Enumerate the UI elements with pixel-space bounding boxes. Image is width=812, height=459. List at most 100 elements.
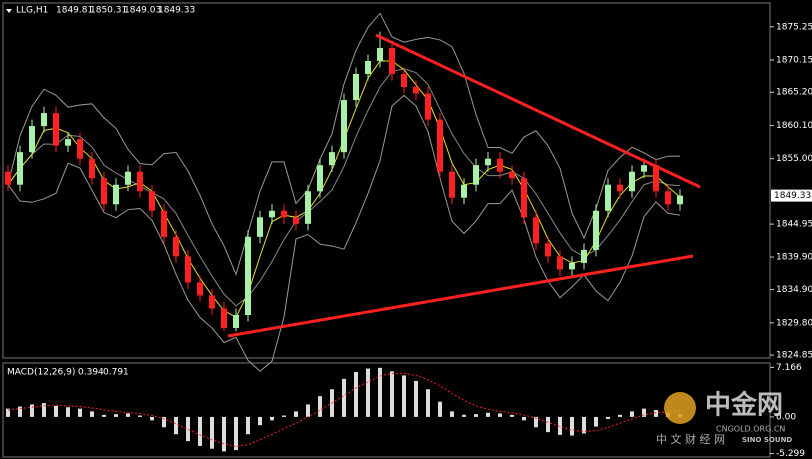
macd-bar (150, 416, 154, 421)
macd-bar (438, 401, 442, 417)
candle-body (593, 210, 599, 250)
macd-bar (582, 416, 586, 434)
macd-bar (486, 412, 490, 417)
macd-main: 0.394 (78, 368, 104, 378)
candle-body (425, 93, 431, 120)
macd-bar (474, 414, 478, 417)
candle-body (137, 171, 143, 192)
ohlc-low: 1849.03 (124, 6, 161, 16)
candle-body (617, 184, 623, 192)
macd-bar (378, 367, 382, 417)
candle-body (197, 282, 203, 296)
macd-bar (546, 416, 550, 433)
macd-bar (174, 416, 178, 435)
y-tick-label: 1870.15 (776, 55, 812, 65)
candle-body (641, 165, 647, 172)
macd-y-tick-label: 0.00 (776, 412, 796, 422)
macd-bar (354, 371, 358, 417)
macd-bar (558, 416, 562, 435)
candle-body (509, 171, 515, 179)
candle-body (101, 178, 107, 205)
macd-bar (102, 414, 106, 417)
y-tick-label: 1875.25 (776, 22, 812, 32)
candle-body (233, 315, 239, 329)
macd-bar (426, 389, 430, 417)
macd-bar (6, 408, 10, 417)
macd-bar (462, 414, 466, 417)
macd-bar (306, 404, 310, 417)
macd-bar (630, 411, 634, 417)
macd-bar (198, 416, 202, 446)
macd-bar (210, 416, 214, 449)
macd-bar (138, 415, 142, 417)
logo-domain: CNGOLD.ORG.CN (716, 425, 785, 434)
candle-body (89, 158, 95, 179)
candle-body (377, 47, 383, 61)
ohlc-open: 1849.81 (56, 6, 93, 16)
macd-bar (234, 416, 238, 451)
macd-bar (366, 368, 370, 417)
macd-bar (222, 416, 226, 452)
bollinger-middle (7, 68, 681, 307)
candle-body (269, 210, 275, 218)
watermark: 中金网 CNGOLD.ORG.CN 中 文 财 经 网 SINO SOUND (656, 390, 792, 447)
candle-body (401, 74, 407, 88)
candle-body (545, 243, 551, 257)
y-tick-label: 1860.10 (776, 121, 812, 131)
menu-icon (6, 9, 12, 13)
last-price-label: 1849.33 (774, 191, 811, 201)
candle-body (389, 47, 395, 74)
macd-bar (18, 406, 22, 417)
macd-bar (78, 408, 82, 417)
candle-body (149, 191, 155, 211)
macd-bar (258, 416, 262, 426)
macd-bar (270, 416, 274, 421)
y-tick-label: 1839.90 (776, 253, 812, 263)
y-tick-label: 1855.00 (776, 154, 812, 164)
candle-body (437, 119, 443, 172)
logo-partner: SINO SOUND (742, 436, 792, 444)
symbol: LLG,H1 (16, 6, 48, 16)
macd-bar (510, 414, 514, 417)
macd-bar (606, 416, 610, 419)
candle-body (473, 165, 479, 185)
y-tick-label: 1865.20 (776, 88, 812, 98)
candle-body (305, 191, 311, 224)
logo-tagline: 中 文 财 经 网 (656, 432, 725, 446)
macd-bar (654, 410, 658, 417)
macd-bar (318, 396, 322, 417)
candle-body (497, 158, 503, 172)
candle-body (29, 126, 35, 153)
candle-body (77, 139, 83, 159)
support-trendline (227, 254, 694, 338)
ohlc-close: 1849.33 (158, 6, 195, 16)
macd-bar (114, 414, 118, 417)
y-tick-label: 1844.95 (776, 220, 812, 230)
macd-bar (390, 371, 394, 417)
candle-body (365, 60, 371, 74)
candle-body (281, 210, 287, 218)
candle-body (341, 100, 347, 153)
candle-body (125, 171, 131, 185)
candle-body (521, 178, 527, 218)
candle-body (317, 165, 323, 192)
candle-body (113, 184, 119, 205)
macd-bar (246, 416, 250, 435)
macd-bar (450, 411, 454, 417)
candle-body (557, 256, 563, 270)
macd-bar (282, 415, 286, 417)
candle-body (485, 158, 491, 166)
last-price-box (771, 189, 812, 202)
candle-body (461, 184, 467, 198)
y-tick-label: 1824.85 (776, 351, 812, 361)
candle-body (413, 87, 419, 94)
candle-body (65, 139, 71, 146)
bollinger-upper (7, 12, 681, 276)
macd-signal-line (7, 372, 681, 448)
candle-body (605, 184, 611, 211)
macd-bar (30, 404, 34, 417)
macd-bar (126, 413, 130, 417)
candle-body (161, 210, 167, 237)
candle-body (581, 249, 587, 263)
